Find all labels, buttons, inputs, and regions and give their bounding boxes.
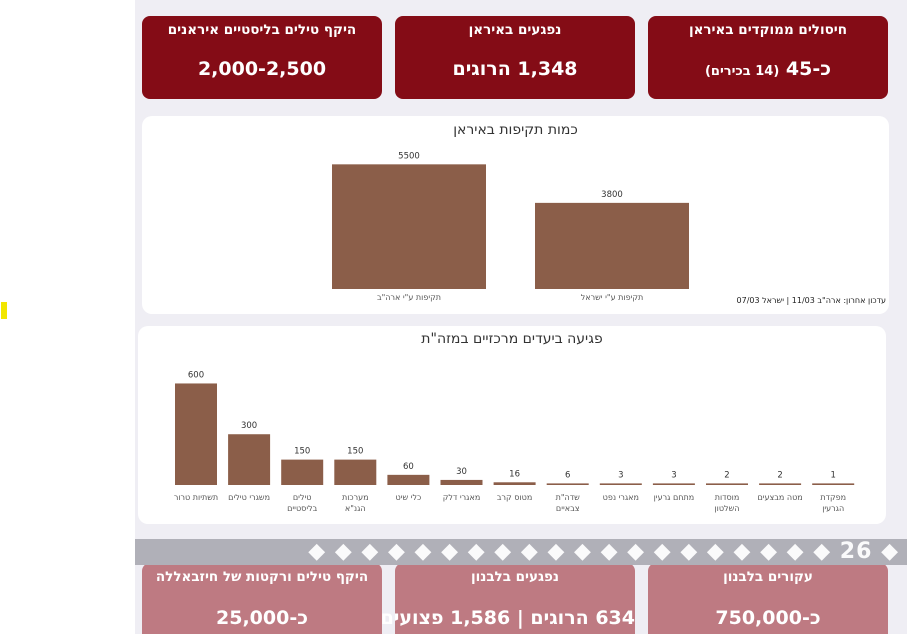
- targets-chart-card: פגיעה ביעדים מרכזיים במזה"ת 600 תשתיות טר…: [138, 326, 886, 524]
- target-bar-label: משגרי טילים: [228, 493, 270, 502]
- target-bar-value: 600: [188, 370, 204, 380]
- attack-chart-title: כמות תקיפות באיראן: [453, 122, 578, 138]
- targets-chart: 600 תשתיות טרור 300 משגרי טילים 150 טילים בליס…: [174, 370, 855, 513]
- attack-bar: [332, 164, 486, 289]
- target-bar-value: 30: [456, 467, 467, 477]
- target-bar: [387, 474, 430, 485]
- target-bar-value: 60: [403, 462, 414, 472]
- target-bar-label: מוסדות: [715, 493, 740, 502]
- target-bar-value: 3: [671, 470, 676, 480]
- target-bar-label: מערכות: [342, 493, 369, 502]
- target-bar-label: השלטון: [715, 504, 740, 513]
- target-bar-label: הגרעין: [822, 504, 844, 513]
- target-bar: [440, 479, 483, 485]
- target-bar-label: שדה"ת: [556, 493, 581, 502]
- target-bar: [759, 483, 802, 485]
- target-bar-label: מטוס קרב: [497, 493, 532, 502]
- target-bar: [812, 483, 855, 485]
- kpi-value: כ-25,000: [216, 607, 308, 629]
- attack-bar-label: תקיפות ע"י ארה"ב: [377, 293, 441, 302]
- kpi-value: כ-45: [785, 58, 832, 80]
- target-bar-value: 1: [830, 470, 835, 480]
- target-bar-label: מאגרי דלק: [443, 493, 481, 502]
- kpi-card-targeted-killings: חיסולים ממוקדים באיראן כ-45 (14 בכירים): [648, 16, 888, 99]
- target-bar-value: 2: [777, 470, 782, 480]
- yellow-indicator: [1, 302, 7, 319]
- update-note: עדכון אחרון: ארה"ב 11/03 | ישראל 07/03: [736, 296, 886, 305]
- attack-bar-label: תקיפות ע"י ישראל: [581, 293, 644, 302]
- attack-bar: [535, 202, 689, 289]
- target-bar-value: 2: [724, 470, 729, 480]
- kpi-value: כ-750,000: [715, 607, 821, 629]
- target-bar-label: מתחם גרעין: [654, 493, 695, 502]
- target-bar-label: מטה מבצעים: [757, 493, 802, 502]
- left-margin: [0, 0, 135, 634]
- kpi-card-ballistic-missiles: היקף טילים בליסטיים איראנים 2,000-2,500: [142, 16, 382, 99]
- attack-chart-card: כמות תקיפות באיראן 5500 תקיפות ע"י ארה"ב 3…: [142, 116, 889, 314]
- kpi-title: היקף טילים ורקטות של חיזבאללה: [155, 569, 369, 585]
- kpi-note: (14 בכירים): [704, 64, 780, 79]
- target-bar-label: כלי שיט: [396, 493, 422, 502]
- kpi-card-lebanon-displaced: עקורים בלבנון כ-750,000: [648, 563, 888, 634]
- attack-bar-value: 3800: [601, 190, 623, 200]
- kpi-title: חיסולים ממוקדים באיראן: [688, 22, 848, 38]
- target-bar-value: 16: [509, 469, 520, 479]
- target-bar: [228, 434, 271, 485]
- target-bar-value: 6: [565, 470, 570, 480]
- target-bar-label: צבאיים: [556, 504, 580, 513]
- target-bar: [175, 383, 217, 485]
- target-bar-label: מפקדת: [820, 493, 846, 502]
- kpi-card-iran-casualties: נפגעים באיראן 1,348 הרוגים: [395, 16, 635, 99]
- target-bar: [652, 483, 695, 485]
- attack-bar-value: 5500: [398, 151, 420, 161]
- ticker-text: ◆ 26 ◆ ◆ ◆ ◆ ◆ ◆ ◆ ◆ ◆ ◆ ◆ ◆ ◆ ◆ ◆ ◆ ◆ ◆…: [308, 539, 899, 564]
- dashboard-panel: היקף טילים בליסטיים איראנים 2,000-2,500 …: [135, 0, 907, 634]
- target-bar: [493, 482, 536, 485]
- target-bar-label: בליסטיים: [287, 504, 318, 513]
- news-ticker: ◆ 26 ◆ ◆ ◆ ◆ ◆ ◆ ◆ ◆ ◆ ◆ ◆ ◆ ◆ ◆ ◆ ◆ ◆ ◆…: [135, 539, 907, 565]
- attack-chart: 5500 תקיפות ע"י ארה"ב 3800 תקיפות ע"י ישראל: [332, 151, 689, 302]
- target-bar-value: 300: [241, 421, 257, 431]
- kpi-card-hezbollah-rockets: היקף טילים ורקטות של חיזבאללה כ-25,000: [142, 563, 382, 634]
- target-bar: [706, 483, 748, 485]
- targets-chart-title: פגיעה ביעדים מרכזיים במזה"ת: [421, 331, 603, 347]
- kpi-title: עקורים בלבנון: [723, 569, 813, 585]
- target-bar-label: הגנ"א: [345, 504, 366, 513]
- kpi-title: נפגעים בלבנון: [470, 569, 560, 585]
- kpi-value: 2,000-2,500: [197, 58, 327, 80]
- kpi-value: 1,348 הרוגים: [452, 58, 578, 80]
- kpi-card-lebanon-casualties: נפגעים בלבנון 634 הרוגים | 1,586 פצועים: [380, 563, 635, 634]
- kpi-title: היקף טילים בליסטיים איראנים: [167, 22, 357, 38]
- kpi-value-row: כ-45 (14 בכירים): [648, 58, 888, 80]
- target-bar: [334, 459, 377, 485]
- target-bar: [599, 483, 642, 485]
- target-bar: [546, 483, 589, 485]
- target-bar: [281, 459, 324, 485]
- target-bar-value: 150: [294, 447, 310, 457]
- kpi-title: נפגעים באיראן: [468, 22, 562, 38]
- target-bar-value: 150: [347, 447, 363, 457]
- kpi-value: 634 הרוגים | 1,586 פצועים: [380, 607, 635, 629]
- target-bar-label: מאגרי נפט: [603, 493, 639, 502]
- target-bar-label: תשתיות טרור: [174, 493, 218, 502]
- target-bar-value: 3: [618, 470, 623, 480]
- target-bar-label: טילים: [293, 493, 312, 502]
